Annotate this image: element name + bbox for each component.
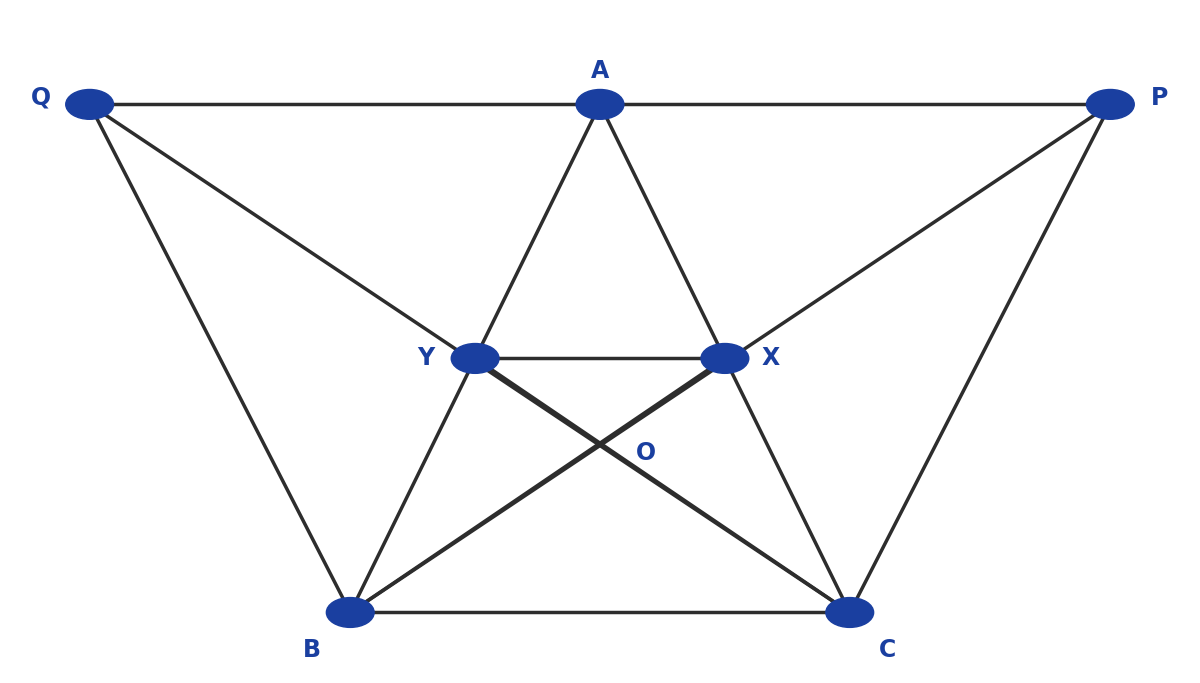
Circle shape [66,89,114,120]
Circle shape [326,598,374,628]
Text: O: O [636,441,655,465]
Circle shape [1086,89,1134,120]
Text: Q: Q [31,85,50,109]
Text: Y: Y [418,346,434,370]
Text: P: P [1151,85,1168,109]
Circle shape [826,598,874,628]
Text: C: C [880,638,896,662]
Circle shape [701,344,749,374]
Text: X: X [761,346,780,370]
Text: B: B [304,638,322,662]
Text: A: A [590,59,610,83]
Circle shape [576,89,624,120]
Circle shape [451,344,499,374]
